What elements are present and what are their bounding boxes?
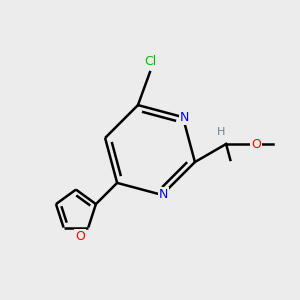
Text: O: O (75, 230, 85, 243)
Text: N: N (180, 111, 189, 124)
Text: H: H (217, 127, 225, 136)
Text: Cl: Cl (144, 55, 156, 68)
Text: N: N (159, 188, 168, 201)
Text: O: O (251, 137, 261, 151)
